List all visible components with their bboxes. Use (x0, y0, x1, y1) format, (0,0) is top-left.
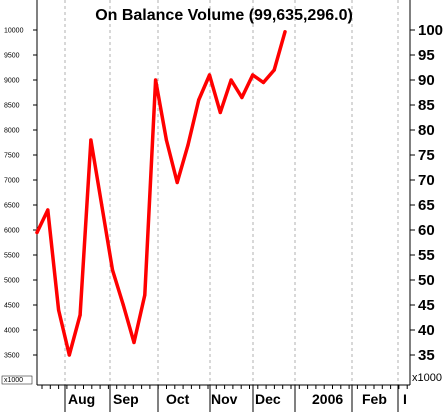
x-label-5: 2006 (312, 391, 343, 407)
obv-point-23 (283, 30, 287, 34)
x-label-4: Dec (255, 391, 281, 407)
x-minor-ticks (41, 385, 408, 412)
obv-point-1 (46, 208, 50, 212)
x-label-1: Sep (113, 391, 139, 407)
grid-lines (64, 0, 399, 385)
left-tick-label-6: 7000 (4, 178, 20, 185)
left-tick-label-3: 8500 (4, 103, 20, 110)
left-tick-label-8: 6000 (4, 228, 20, 235)
right-tick-label-6: 70 (418, 172, 435, 189)
right-tick-label-9: 55 (418, 247, 435, 264)
left-tick-label-13: 3500 (4, 353, 20, 360)
obv-point-15 (197, 98, 201, 102)
left-tick-label-1: 9500 (4, 53, 20, 60)
left-axis-multiplier: x1000 (4, 377, 23, 384)
x-label-3: Nov (211, 391, 238, 407)
right-tick-label-13: 35 (418, 347, 435, 364)
obv-point-17 (218, 110, 222, 115)
right-axis-multiplier: x1000 (412, 372, 442, 384)
right-tick-label-3: 85 (418, 97, 435, 114)
left-tick-label-2: 9000 (4, 78, 20, 85)
right-tick-label-4: 80 (418, 122, 435, 139)
obv-point-10 (143, 293, 147, 297)
right-tick-label-8: 60 (418, 222, 435, 239)
obv-point-2 (57, 308, 61, 312)
obv-point-9 (132, 340, 136, 345)
left-tick-label-10: 5000 (4, 278, 20, 285)
left-tick-label-0: 10000 (4, 28, 24, 35)
right-tick-label-10: 50 (418, 272, 435, 289)
right-tick-label-7: 65 (418, 197, 435, 214)
right-tick-label-11: 45 (418, 297, 435, 314)
right-tick-label-1: 95 (418, 47, 435, 64)
obv-point-5 (89, 138, 93, 142)
left-tick-label-5: 7500 (4, 153, 20, 160)
series-layer (35, 30, 287, 357)
obv-point-18 (229, 78, 233, 82)
chart-title: On Balance Volume (99,635,296.0) (95, 7, 353, 24)
left-tick-label-12: 4000 (4, 328, 20, 335)
obv-point-3 (67, 353, 71, 357)
obv-point-19 (240, 95, 244, 100)
obv-point-0 (35, 230, 39, 235)
x-label-7: I (403, 391, 407, 407)
x-label-2: Oct (166, 391, 190, 407)
left-tick-label-4: 8000 (4, 128, 20, 135)
obv-point-21 (261, 80, 265, 85)
x-axis-labels: Aug Sep Oct Nov Dec 2006 Feb I (68, 391, 407, 407)
obv-point-16 (207, 73, 212, 77)
left-axis-ticks: 10000 9500 9000 8500 8000 7500 7000 6500 6000 550… (4, 28, 37, 360)
right-tick-label-12: 40 (418, 322, 435, 339)
obv-point-4 (78, 313, 82, 317)
obv-point-13 (175, 180, 179, 185)
right-tick-label-0: 100 (418, 22, 443, 39)
right-tick-label-5: 75 (418, 147, 435, 164)
obv-point-11 (154, 78, 158, 82)
left-tick-label-9: 5500 (4, 253, 20, 260)
obv-point-6 (100, 203, 104, 207)
left-tick-label-7: 6500 (4, 203, 20, 210)
x-label-0: Aug (68, 391, 95, 407)
right-tick-label-2: 90 (418, 72, 435, 89)
obv-point-8 (121, 303, 125, 307)
obv-point-7 (110, 268, 115, 272)
obv-point-22 (272, 68, 276, 72)
right-axis-ticks: 100 95 90 85 80 75 70 65 60 55 50 45 40 35 (410, 22, 443, 364)
obv-point-20 (251, 73, 255, 77)
left-axis-multiplier-box (1, 375, 33, 385)
obv-series-line (35, 30, 287, 357)
obv-point-14 (186, 143, 190, 147)
left-tick-label-11: 4500 (4, 303, 20, 310)
obv-point-12 (164, 138, 168, 142)
x-label-6: Feb (362, 391, 387, 407)
